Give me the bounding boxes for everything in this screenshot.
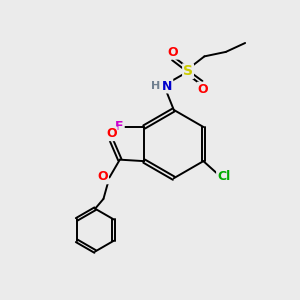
Text: H: H — [151, 81, 160, 91]
Text: O: O — [168, 46, 178, 59]
Text: O: O — [106, 127, 117, 140]
Text: O: O — [98, 170, 108, 183]
Text: O: O — [198, 82, 208, 96]
Text: Cl: Cl — [217, 169, 230, 182]
Text: S: S — [183, 64, 193, 78]
Text: N: N — [162, 80, 172, 93]
Text: F: F — [115, 121, 124, 134]
